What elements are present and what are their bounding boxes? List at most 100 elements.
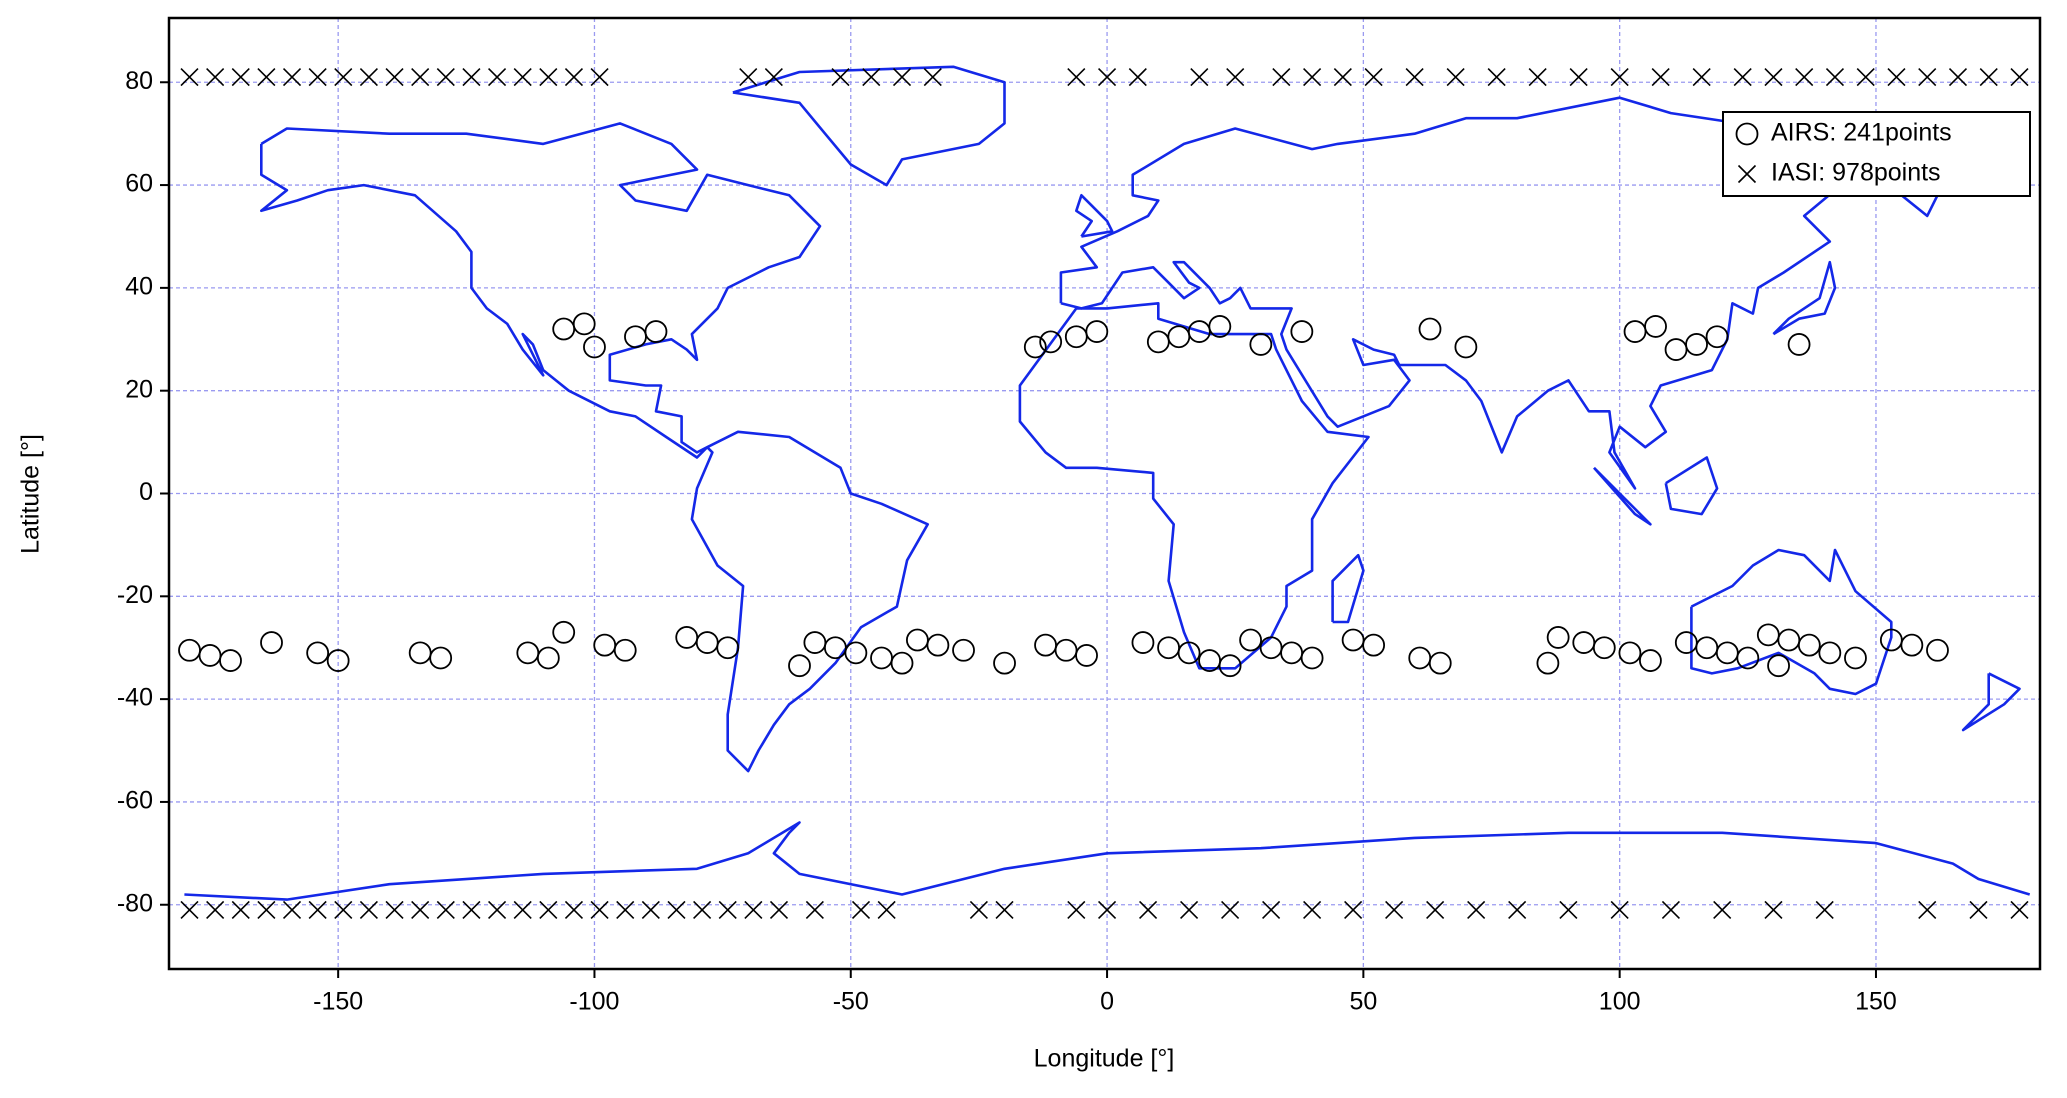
- point: [488, 900, 507, 919]
- y-tick-label: -60: [117, 787, 153, 815]
- point: [641, 900, 660, 919]
- x-tick-label: -150: [313, 988, 363, 1016]
- point: [1569, 68, 1588, 87]
- point: [1948, 68, 1968, 87]
- legend-marker: [1737, 164, 1757, 184]
- x-tick-label: 0: [1100, 988, 1114, 1016]
- coastline: [690, 430, 929, 773]
- point: [564, 900, 584, 919]
- point: [693, 900, 712, 919]
- point: [2010, 68, 2029, 87]
- point: [1128, 68, 1147, 87]
- y-tick-label: -20: [117, 581, 153, 609]
- point: [1428, 651, 1452, 675]
- y-tick-label: 60: [125, 170, 153, 198]
- point: [1249, 333, 1273, 356]
- point: [1075, 644, 1098, 667]
- point: [308, 68, 327, 87]
- point: [923, 68, 942, 87]
- point: [1713, 900, 1732, 919]
- point: [1767, 654, 1790, 678]
- point: [718, 900, 737, 919]
- point: [1528, 68, 1547, 87]
- point: [1639, 649, 1662, 672]
- point: [552, 620, 576, 644]
- point: [326, 649, 350, 672]
- coastline: [732, 65, 1006, 187]
- point: [231, 68, 250, 87]
- x-axis-label: Longitude [°]: [1034, 1045, 1175, 1073]
- point: [590, 68, 609, 87]
- point: [1226, 68, 1245, 87]
- point: [1190, 68, 1209, 87]
- point: [1546, 626, 1570, 649]
- point: [1918, 900, 1937, 919]
- point: [436, 900, 455, 919]
- point: [1139, 900, 1158, 919]
- x-tick-label: 50: [1349, 988, 1377, 1016]
- point: [1651, 68, 1670, 87]
- point: [892, 68, 912, 87]
- point: [1508, 900, 1527, 919]
- point: [359, 68, 378, 87]
- point: [1385, 900, 1404, 919]
- point: [995, 900, 1014, 919]
- point: [1344, 900, 1363, 919]
- x-tick-label: 150: [1855, 988, 1897, 1016]
- point: [257, 900, 276, 919]
- point: [993, 651, 1016, 675]
- point: [1208, 315, 1232, 338]
- point: [1067, 68, 1086, 87]
- y-tick-label: -40: [117, 684, 153, 712]
- point: [536, 646, 560, 670]
- point: [1097, 68, 1117, 87]
- point: [739, 68, 758, 87]
- point: [1467, 900, 1486, 919]
- legend-label: AIRS: 241points: [1771, 119, 1952, 147]
- point: [1262, 900, 1281, 919]
- point: [436, 68, 455, 87]
- point: [1900, 633, 1924, 657]
- point: [539, 900, 558, 919]
- point: [1177, 641, 1201, 665]
- point: [462, 68, 481, 87]
- coastline: [1331, 553, 1365, 624]
- point: [334, 900, 353, 919]
- point: [359, 900, 378, 919]
- point: [1844, 646, 1867, 670]
- point: [877, 900, 896, 919]
- point: [513, 900, 532, 919]
- marks: [178, 68, 2029, 919]
- point: [1559, 900, 1578, 919]
- point: [219, 649, 242, 672]
- coastline: [1018, 302, 1370, 670]
- coastline: [184, 821, 2031, 901]
- point: [1039, 330, 1063, 354]
- point: [1979, 68, 1998, 87]
- point: [1418, 317, 1442, 341]
- point: [1592, 636, 1616, 660]
- point: [306, 641, 330, 665]
- point: [644, 320, 668, 343]
- point: [769, 900, 789, 919]
- point: [231, 900, 250, 919]
- grid: [169, 18, 2040, 969]
- point: [926, 633, 950, 657]
- coastline: [1059, 96, 2031, 490]
- point: [411, 900, 430, 919]
- point: [1887, 68, 1906, 87]
- coastline: [1690, 548, 1893, 696]
- x-tick-label: 100: [1599, 988, 1641, 1016]
- point: [539, 68, 558, 87]
- point: [462, 900, 481, 919]
- point: [1218, 654, 1242, 678]
- point: [744, 900, 763, 919]
- point: [1618, 641, 1642, 665]
- point: [1405, 68, 1424, 87]
- point: [1364, 68, 1383, 87]
- legend-marker: [1735, 122, 1759, 146]
- point: [862, 68, 881, 87]
- point: [1797, 633, 1821, 657]
- point: [667, 900, 686, 919]
